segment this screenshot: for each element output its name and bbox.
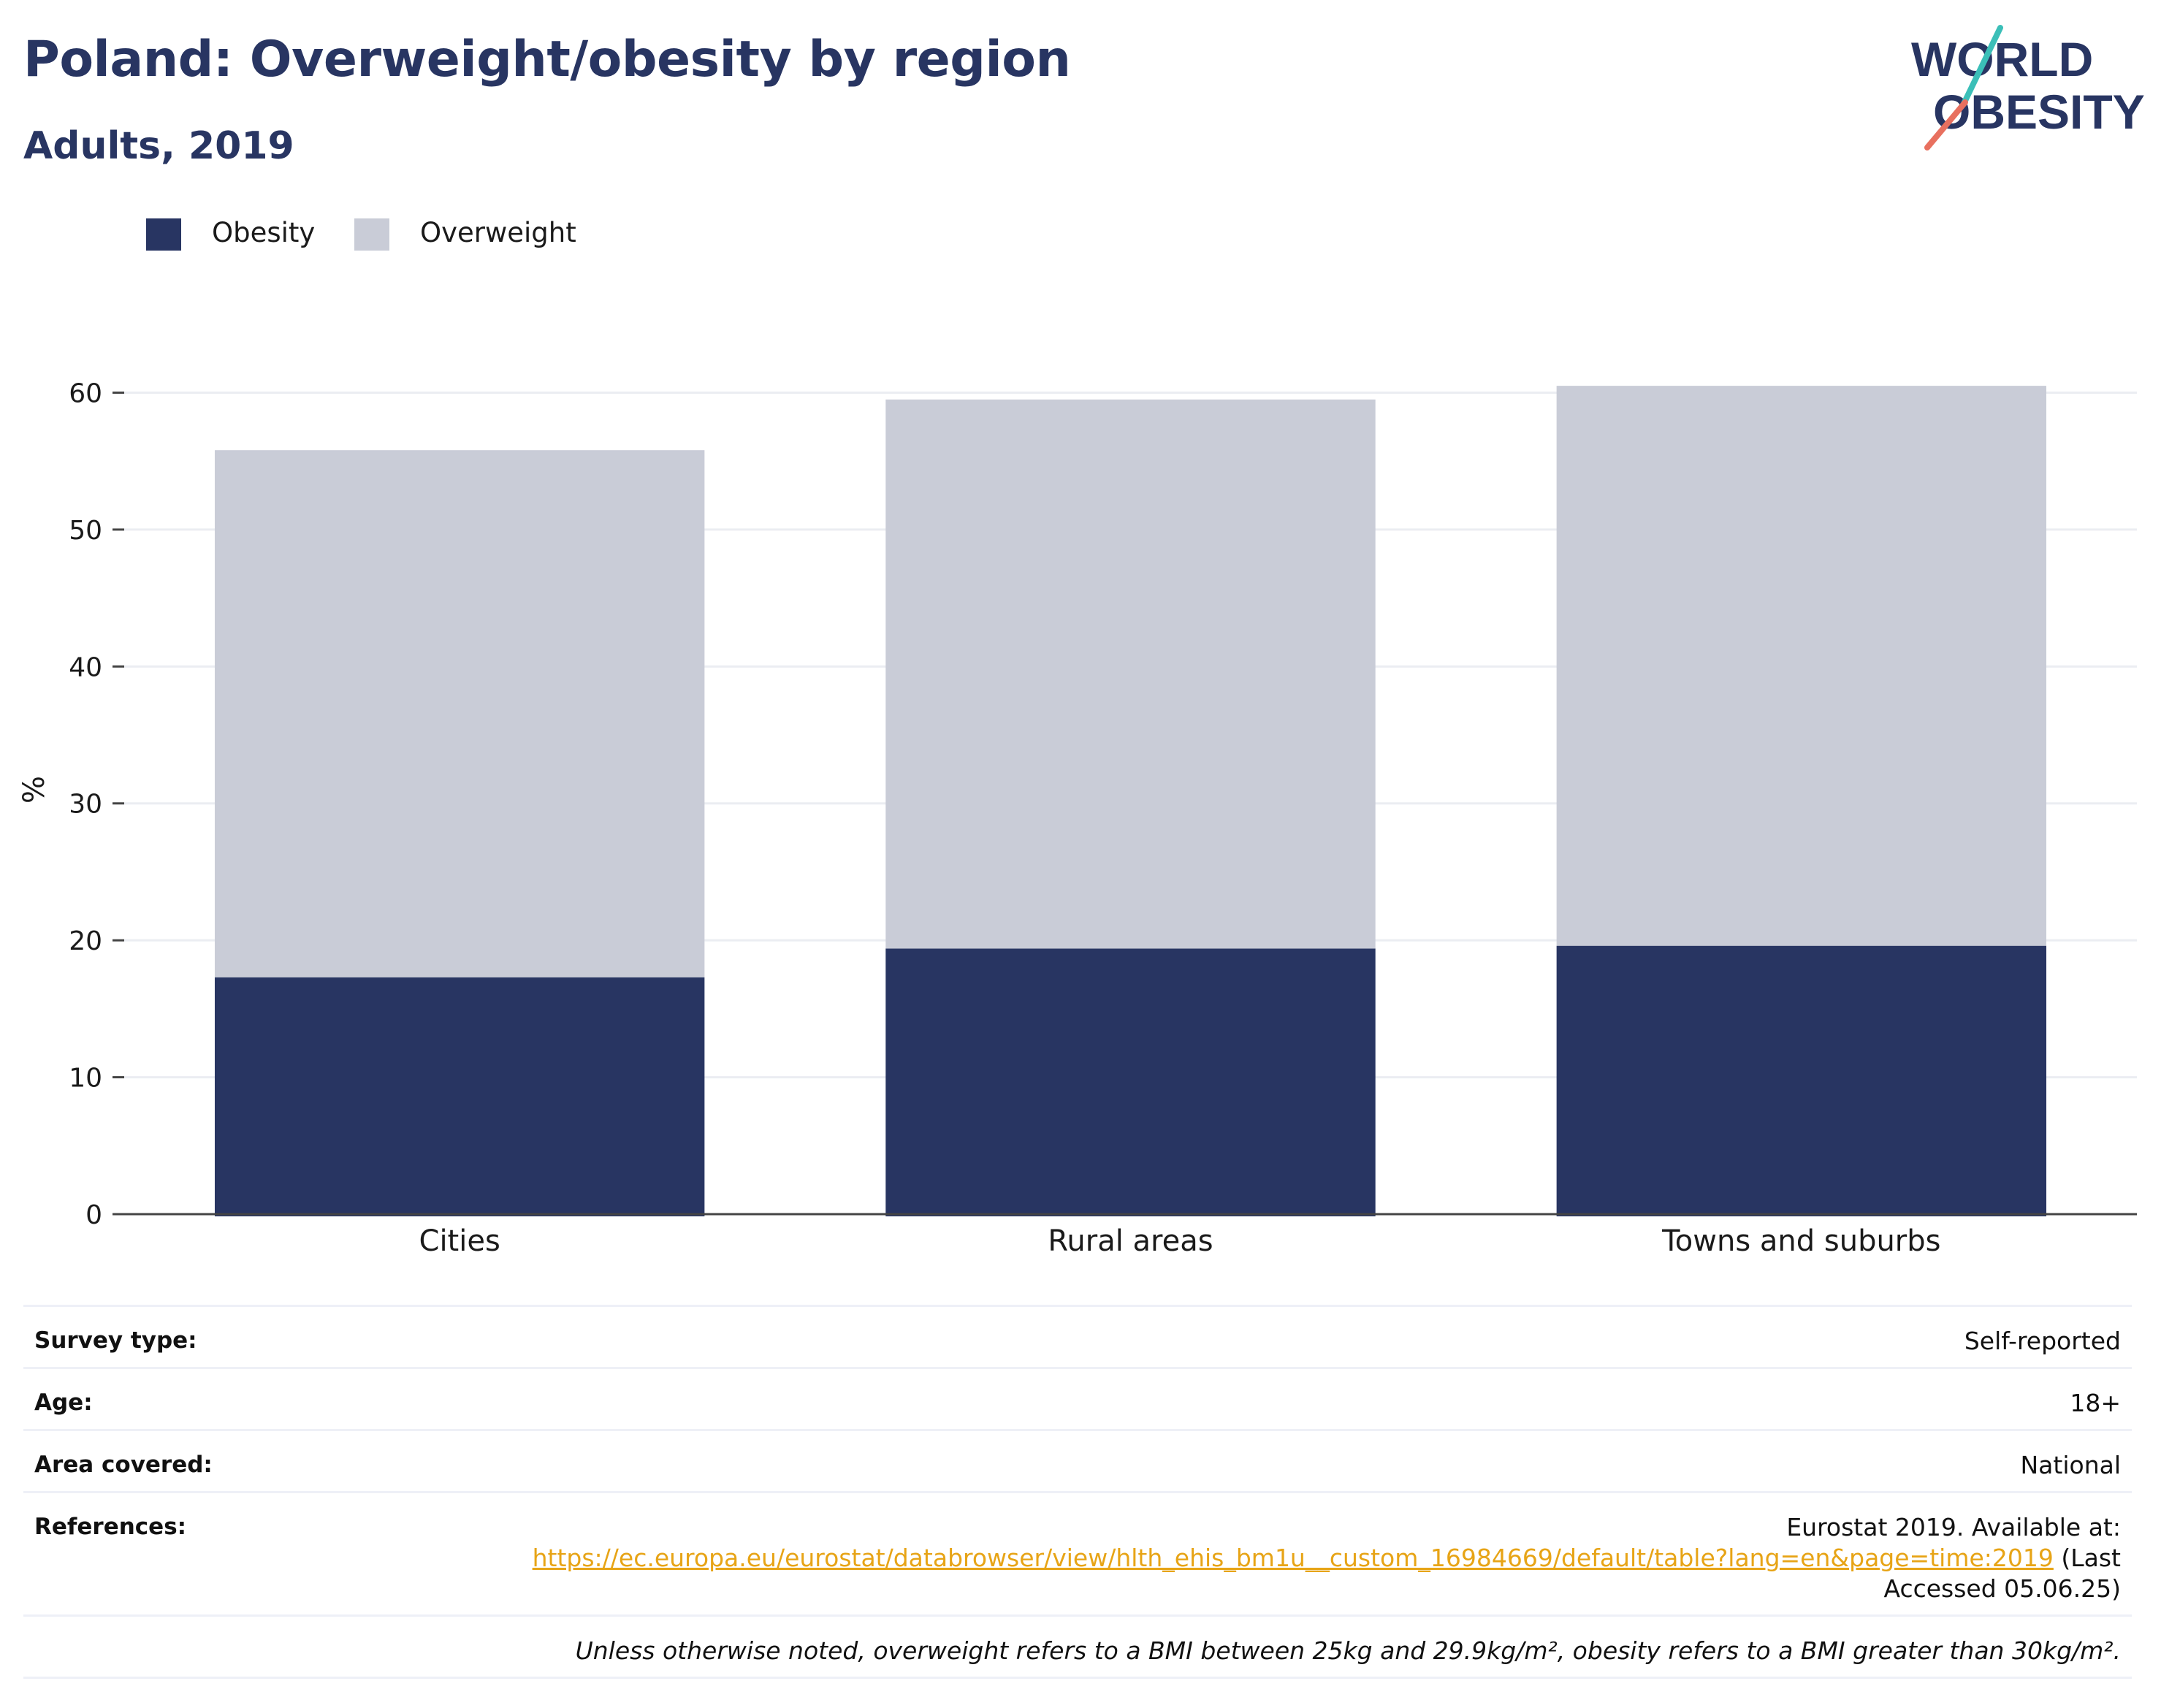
- y-axis-ticks: 0 10 20 30 40 50 60: [69, 378, 124, 1230]
- survey-type-value: Self-reported: [1964, 1327, 2121, 1355]
- info-row-age: Age: 18+: [23, 1367, 2132, 1429]
- bar-overweight-towns-and-suburbs: [1556, 386, 2047, 946]
- references-text: Eurostat 2019. Available at:: [1786, 1513, 2121, 1541]
- y-tick-label: 10: [69, 1064, 102, 1094]
- references-value: Eurostat 2019. Available at: https://ec.…: [473, 1512, 2121, 1614]
- info-table: Survey type: Self-reported Age: 18+ Area…: [23, 1305, 2132, 1679]
- logo-slash-teal: [1961, 25, 2003, 107]
- y-axis-label: %: [18, 776, 51, 804]
- chart-subtitle: Adults, 2019: [23, 124, 294, 168]
- bar-obesity-towns-and-suburbs: [1556, 945, 2047, 1216]
- world-obesity-logo: WORLD OBESITY: [1911, 25, 2145, 150]
- y-tick-label: 20: [69, 926, 102, 956]
- bars: [214, 386, 2047, 1216]
- legend-label-obesity: Obesity: [212, 217, 316, 248]
- info-row-survey-type: Survey type: Self-reported: [23, 1305, 2132, 1367]
- age-value: 18+: [2070, 1389, 2121, 1417]
- stacked-bar-chart: 0 10 20 30 40 50 60 Cities Rural areas Towns and…: [18, 378, 2137, 1258]
- chart-title: Poland: Overweight/obesity by region: [23, 31, 1071, 88]
- y-tick-label: 30: [69, 790, 102, 820]
- y-tick-label: 40: [69, 652, 102, 682]
- survey-type-label: Survey type:: [34, 1327, 197, 1354]
- legend-swatch-obesity: [146, 218, 181, 251]
- references-link[interactable]: https://ec.europa.eu/eurostat/databrowse…: [532, 1544, 2054, 1572]
- legend-label-overweight: Overweight: [420, 217, 576, 248]
- logo-text-line1: WORLD: [1911, 32, 2093, 86]
- x-axis-labels: Cities Rural areas Towns and suburbs: [419, 1224, 1941, 1258]
- info-row-note: Unless otherwise noted, overweight refer…: [23, 1614, 2132, 1679]
- bar-obesity-cities: [214, 977, 705, 1216]
- legend-swatch-overweight: [354, 218, 389, 251]
- references-accessed: (Last Accessed 05.06.25): [1883, 1544, 2121, 1603]
- y-tick-label: 60: [69, 378, 102, 408]
- area-covered-label: Area covered:: [34, 1452, 213, 1478]
- age-label: Age:: [34, 1389, 93, 1416]
- bar-obesity-rural-areas: [885, 948, 1376, 1216]
- bmi-definition-note: Unless otherwise noted, overweight refer…: [575, 1636, 2121, 1665]
- bar-overweight-cities: [214, 450, 705, 977]
- y-tick-label: 0: [85, 1200, 102, 1230]
- x-category-label: Towns and suburbs: [1661, 1224, 1940, 1258]
- logo-text-line2: OBESITY: [1933, 85, 2145, 139]
- x-category-label: Cities: [419, 1224, 500, 1258]
- references-label: References:: [34, 1514, 187, 1540]
- logo-slash-coral: [1924, 99, 1968, 150]
- info-row-references: References: Eurostat 2019. Available at:…: [23, 1491, 2132, 1614]
- info-row-area: Area covered: National: [23, 1429, 2132, 1491]
- area-covered-value: National: [2020, 1451, 2121, 1479]
- bar-overweight-rural-areas: [885, 399, 1376, 949]
- x-category-label: Rural areas: [1048, 1224, 1213, 1258]
- y-tick-label: 50: [69, 516, 102, 546]
